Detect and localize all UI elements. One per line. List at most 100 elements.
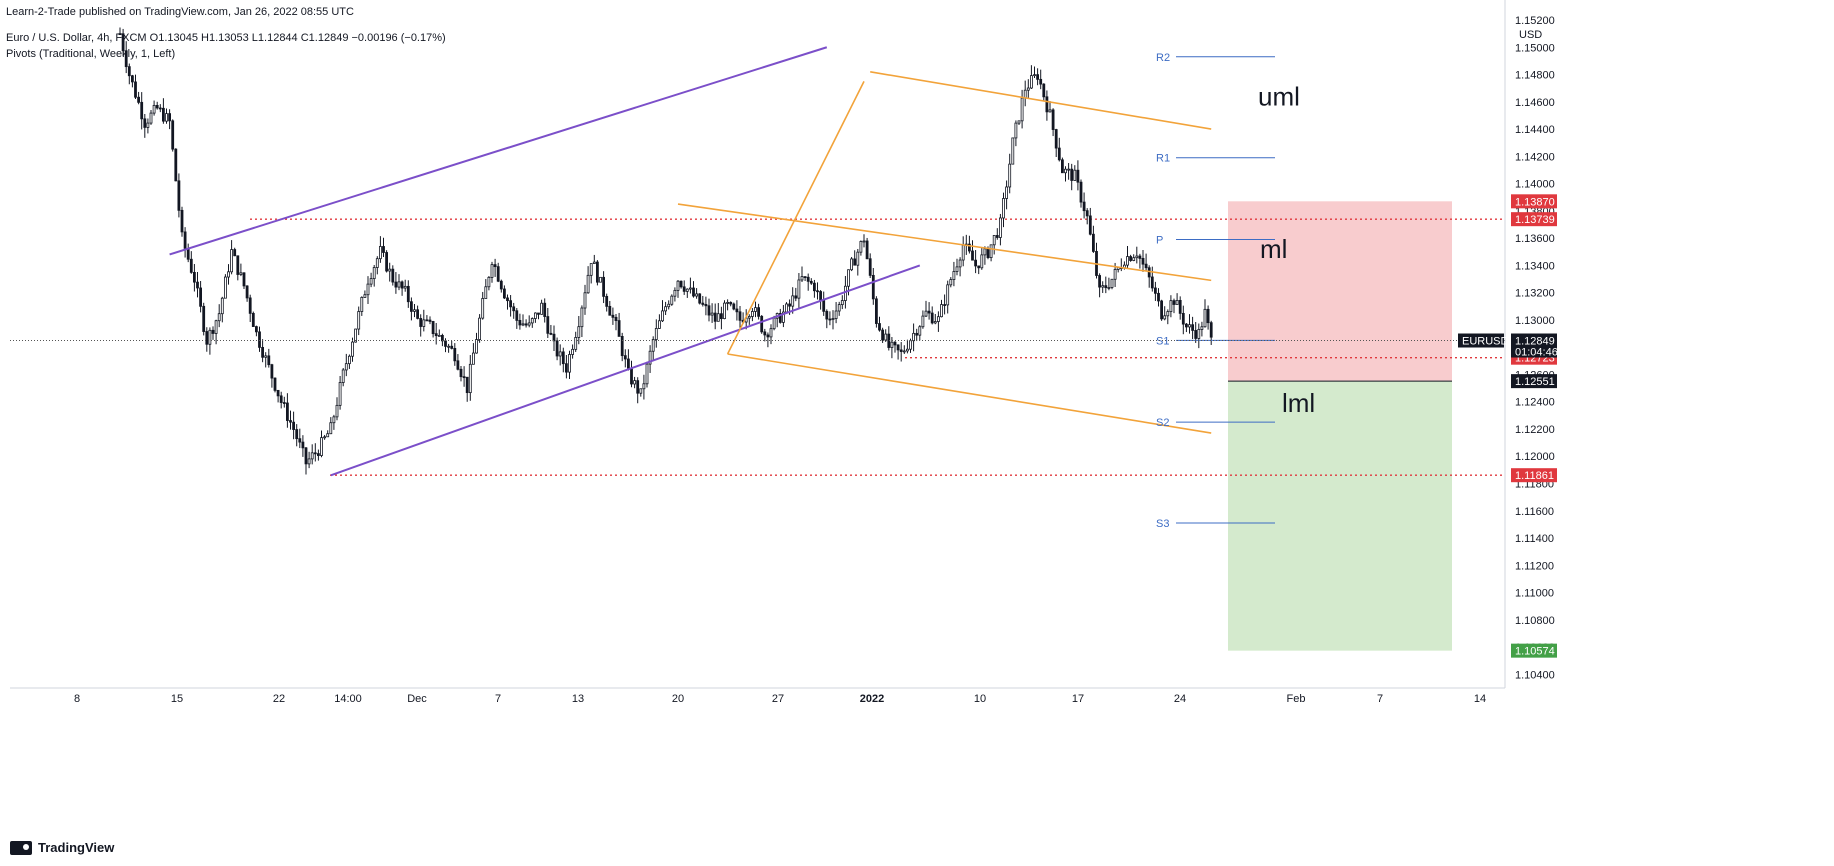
stop-loss-zone[interactable] — [1228, 201, 1452, 382]
candle-body — [1045, 96, 1049, 113]
pitchfork-upper-line[interactable] — [870, 71, 1212, 130]
candle-body — [961, 244, 965, 261]
pitchfork-lower-line[interactable] — [727, 353, 1212, 434]
candle-body — [375, 258, 379, 268]
candle-body — [289, 420, 292, 423]
candle-body — [565, 363, 568, 373]
pitchfork-handle-line[interactable] — [726, 80, 865, 355]
candle-body — [679, 280, 683, 288]
candle-body — [524, 323, 528, 326]
candle-body — [313, 452, 317, 455]
candle-body — [828, 318, 832, 321]
candle-body — [645, 363, 649, 385]
candle-body — [1144, 263, 1148, 269]
candle-body — [1104, 285, 1108, 289]
candle-body — [453, 347, 457, 362]
candle-body — [320, 437, 323, 456]
price-tick-label: 1.14400 — [1515, 124, 1555, 136]
channel-top-line[interactable] — [169, 46, 828, 256]
candle-body — [1088, 215, 1092, 235]
candle-body — [276, 389, 280, 397]
price-tick-label: 1.12400 — [1515, 397, 1555, 409]
candle-body — [788, 303, 791, 307]
candle-body — [165, 113, 168, 122]
candle-body — [791, 295, 795, 307]
candle-body — [837, 304, 841, 312]
pitchfork-median-line[interactable] — [677, 203, 1212, 282]
symbol-ohlc-line: Euro / U.S. Dollar, 4h, FXCM O1.13045 H1… — [6, 32, 446, 44]
candle-body — [568, 354, 571, 373]
candle-body — [918, 326, 922, 336]
candle-body — [890, 341, 894, 348]
candle-body — [192, 271, 196, 283]
candle-body — [419, 318, 423, 327]
candle-body — [906, 348, 909, 352]
price-badges: 1.138701.137391.127231.125511.118611.105… — [1458, 194, 1558, 658]
candle-body — [670, 295, 674, 305]
candle-body — [1126, 256, 1129, 266]
candle-body — [654, 328, 658, 340]
candle-body — [1194, 330, 1198, 339]
candle-body — [896, 344, 900, 351]
time-tick-label: 14 — [1474, 693, 1486, 705]
time-tick-label: 20 — [672, 693, 684, 705]
candle-body — [673, 289, 677, 297]
candle-body — [797, 279, 801, 299]
candle-body — [952, 271, 956, 280]
horizontal-levels — [250, 218, 1505, 476]
candle-body — [1020, 97, 1024, 122]
candle-body — [1064, 168, 1067, 174]
candle-body — [893, 341, 897, 346]
candle-body — [577, 326, 581, 338]
candle-body — [592, 261, 596, 264]
candle-body — [1157, 292, 1160, 302]
candle-body — [648, 350, 652, 365]
brand-name: TradingView — [38, 840, 115, 855]
candle-body — [338, 382, 342, 406]
candle-body — [468, 363, 472, 394]
candle-body — [1107, 287, 1111, 289]
candle-body — [391, 268, 395, 283]
pivots-indicator-line[interactable]: Pivots (Traditional, Weekly, 1, Left) — [6, 48, 176, 60]
candle-body — [509, 300, 513, 308]
time-tick-label: 15 — [171, 693, 183, 705]
price-tick-label: 1.13200 — [1515, 288, 1555, 300]
symbol-badge[interactable] — [1458, 333, 1504, 348]
time-tick-label: 2022 — [860, 693, 884, 705]
candle-body — [351, 341, 354, 357]
candle-body — [881, 329, 884, 341]
pitchfork-label-uml: uml — [1258, 81, 1300, 111]
take-profit-zone[interactable] — [1228, 381, 1452, 651]
candle-body — [1042, 83, 1046, 98]
price-tick-label: 1.10400 — [1515, 669, 1555, 681]
candle-body — [639, 388, 643, 394]
candle-body — [205, 331, 209, 345]
candle-body — [316, 453, 320, 456]
candle-body — [168, 113, 172, 122]
candle-body — [534, 312, 537, 319]
candle-body — [499, 280, 503, 290]
candle-body — [310, 452, 314, 460]
candle-body — [1002, 198, 1005, 219]
price-tick-label: 1.13600 — [1515, 233, 1555, 245]
candle-body — [844, 285, 847, 301]
symbol-badge-label[interactable]: EURUSD — [1462, 336, 1509, 348]
candle-body — [933, 321, 937, 324]
candle-body — [239, 272, 243, 275]
time-tick-label: 24 — [1174, 693, 1186, 705]
candle-body — [183, 231, 187, 249]
candle-body — [704, 304, 708, 307]
candle-body — [1129, 256, 1132, 261]
candle-body — [1209, 322, 1213, 338]
candle-body — [1132, 257, 1136, 261]
channel-bottom-line[interactable] — [330, 264, 921, 477]
price-tick-label: 1.13000 — [1515, 315, 1555, 327]
price-tick-label: 1.12200 — [1515, 424, 1555, 436]
candle-body — [502, 288, 506, 299]
candle-body — [245, 285, 249, 299]
candle-body — [614, 316, 618, 322]
price-chart[interactable]: R2 R1 P S1 S2 S3 uml ml lml 1.15200 1.15000 1.148… — [0, 0, 1834, 830]
current-price-label: 1.12849 — [1515, 336, 1555, 348]
candle-body — [484, 286, 488, 299]
candle-body — [1026, 87, 1030, 91]
